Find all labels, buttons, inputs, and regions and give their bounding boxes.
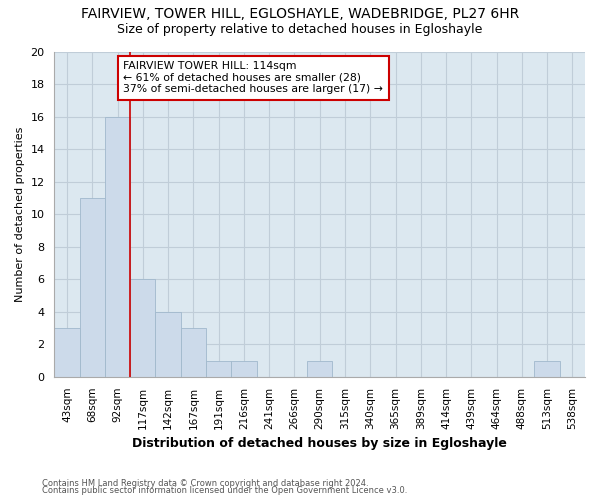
Bar xyxy=(206,360,231,377)
Bar xyxy=(231,360,257,377)
Bar xyxy=(130,279,155,377)
Text: FAIRVIEW, TOWER HILL, EGLOSHAYLE, WADEBRIDGE, PL27 6HR: FAIRVIEW, TOWER HILL, EGLOSHAYLE, WADEBR… xyxy=(81,8,519,22)
Text: FAIRVIEW TOWER HILL: 114sqm
← 61% of detached houses are smaller (28)
37% of sem: FAIRVIEW TOWER HILL: 114sqm ← 61% of det… xyxy=(124,62,383,94)
Bar xyxy=(105,116,130,377)
X-axis label: Distribution of detached houses by size in Egloshayle: Distribution of detached houses by size … xyxy=(132,437,507,450)
Y-axis label: Number of detached properties: Number of detached properties xyxy=(15,126,25,302)
Text: Contains public sector information licensed under the Open Government Licence v3: Contains public sector information licen… xyxy=(42,486,407,495)
Bar xyxy=(80,198,105,377)
Text: Size of property relative to detached houses in Egloshayle: Size of property relative to detached ho… xyxy=(118,22,482,36)
Bar xyxy=(307,360,332,377)
Bar xyxy=(535,360,560,377)
Bar xyxy=(155,312,181,377)
Bar xyxy=(55,328,80,377)
Text: Contains HM Land Registry data © Crown copyright and database right 2024.: Contains HM Land Registry data © Crown c… xyxy=(42,478,368,488)
Bar xyxy=(181,328,206,377)
